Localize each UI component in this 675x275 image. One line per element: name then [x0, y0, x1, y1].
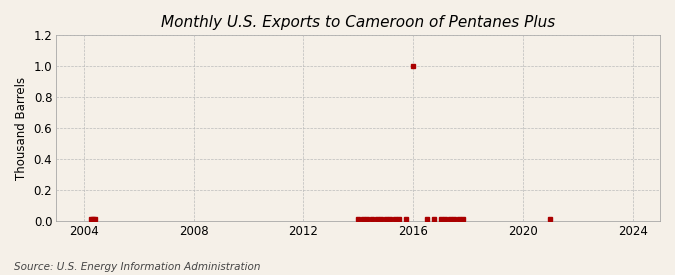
Title: Monthly U.S. Exports to Cameroon of Pentanes Plus: Monthly U.S. Exports to Cameroon of Pent…	[161, 15, 556, 30]
Y-axis label: Thousand Barrels: Thousand Barrels	[15, 76, 28, 180]
Text: Source: U.S. Energy Information Administration: Source: U.S. Energy Information Administ…	[14, 262, 260, 272]
